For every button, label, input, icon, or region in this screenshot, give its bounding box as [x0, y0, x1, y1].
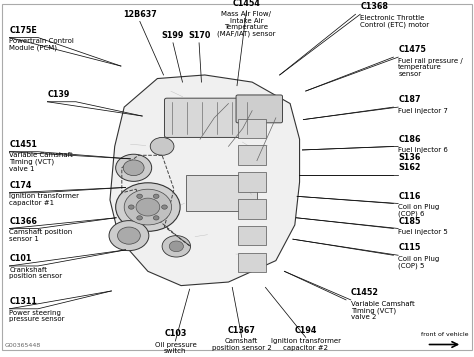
Circle shape	[123, 160, 144, 176]
Text: G00365448: G00365448	[5, 343, 41, 348]
Text: S136
S162: S136 S162	[398, 154, 420, 172]
Text: front of vehicle: front of vehicle	[421, 332, 468, 337]
Text: Fuel rail pressure /
temperature
sensor: Fuel rail pressure / temperature sensor	[398, 58, 463, 77]
Text: C186: C186	[398, 135, 420, 144]
FancyBboxPatch shape	[236, 95, 283, 123]
Text: Electronic Throttle
Control (ETC) motor: Electronic Throttle Control (ETC) motor	[360, 15, 429, 28]
Circle shape	[109, 221, 149, 251]
Text: Coil on Plug
(COP) 5: Coil on Plug (COP) 5	[398, 256, 439, 269]
Text: Camshaft
position sensor 2: Camshaft position sensor 2	[212, 338, 272, 351]
Text: 12B637: 12B637	[123, 10, 157, 19]
Text: S170: S170	[188, 31, 210, 40]
Text: C1366: C1366	[9, 217, 37, 226]
Circle shape	[116, 154, 152, 181]
Circle shape	[137, 216, 142, 220]
Circle shape	[150, 137, 174, 155]
Circle shape	[128, 205, 134, 209]
Text: C174: C174	[9, 181, 32, 190]
Text: Fuel injector 7: Fuel injector 7	[398, 108, 448, 114]
Text: C1454: C1454	[233, 0, 260, 8]
FancyBboxPatch shape	[164, 98, 264, 137]
Text: C1367: C1367	[228, 326, 255, 335]
Text: Ignition transformer
capacitor #1: Ignition transformer capacitor #1	[9, 193, 80, 206]
Text: S199: S199	[162, 31, 184, 40]
Text: Camshaft position
sensor 1: Camshaft position sensor 1	[9, 229, 73, 242]
Text: C185: C185	[398, 217, 420, 226]
Circle shape	[162, 236, 191, 257]
Bar	[238, 199, 266, 218]
Text: Powertrain Control
Module (PCM): Powertrain Control Module (PCM)	[9, 38, 74, 51]
Text: Ignition transformer
capacitor #2: Ignition transformer capacitor #2	[271, 338, 341, 351]
Text: Coil on Plug
(COP) 6: Coil on Plug (COP) 6	[398, 204, 439, 217]
Text: C175E: C175E	[9, 26, 37, 35]
Text: C103: C103	[164, 329, 187, 338]
Text: Crankshaft
position sensor: Crankshaft position sensor	[9, 267, 63, 279]
FancyBboxPatch shape	[186, 175, 257, 211]
Bar	[238, 253, 266, 272]
Text: C115: C115	[398, 243, 420, 252]
Circle shape	[154, 194, 159, 198]
Text: C1452: C1452	[351, 288, 379, 297]
Text: Fuel injector 5: Fuel injector 5	[398, 229, 448, 235]
Text: Fuel injector 6: Fuel injector 6	[398, 147, 448, 153]
Circle shape	[118, 227, 140, 244]
Circle shape	[169, 241, 183, 252]
Text: C1475: C1475	[398, 45, 426, 54]
Text: C1368: C1368	[360, 2, 388, 11]
Text: C101: C101	[9, 254, 32, 263]
Circle shape	[162, 205, 167, 209]
Text: C187: C187	[398, 95, 420, 104]
Text: C1311: C1311	[9, 297, 37, 306]
Text: Mass Air Flow/
Intake Air
Temperature
(MAF/IAT) sensor: Mass Air Flow/ Intake Air Temperature (M…	[217, 11, 276, 37]
Text: Power steering
pressure sensor: Power steering pressure sensor	[9, 310, 65, 322]
Circle shape	[154, 216, 159, 220]
Bar	[238, 145, 266, 165]
Text: Oil pressure
switch: Oil pressure switch	[155, 342, 196, 354]
Bar	[238, 226, 266, 246]
Text: Variable Camshaft
Timing (VCT)
valve 2: Variable Camshaft Timing (VCT) valve 2	[351, 301, 414, 320]
Circle shape	[137, 194, 142, 198]
Text: C194: C194	[294, 326, 317, 335]
Text: C116: C116	[398, 192, 420, 201]
Bar	[238, 119, 266, 138]
PathPatch shape	[110, 75, 300, 286]
Text: C1451: C1451	[9, 140, 37, 149]
Circle shape	[136, 198, 160, 216]
Circle shape	[124, 189, 172, 225]
Bar	[238, 172, 266, 192]
Text: C139: C139	[47, 90, 70, 99]
Text: Variable Camshaft
Timing (VCT)
valve 1: Variable Camshaft Timing (VCT) valve 1	[9, 152, 73, 172]
Circle shape	[116, 183, 180, 231]
